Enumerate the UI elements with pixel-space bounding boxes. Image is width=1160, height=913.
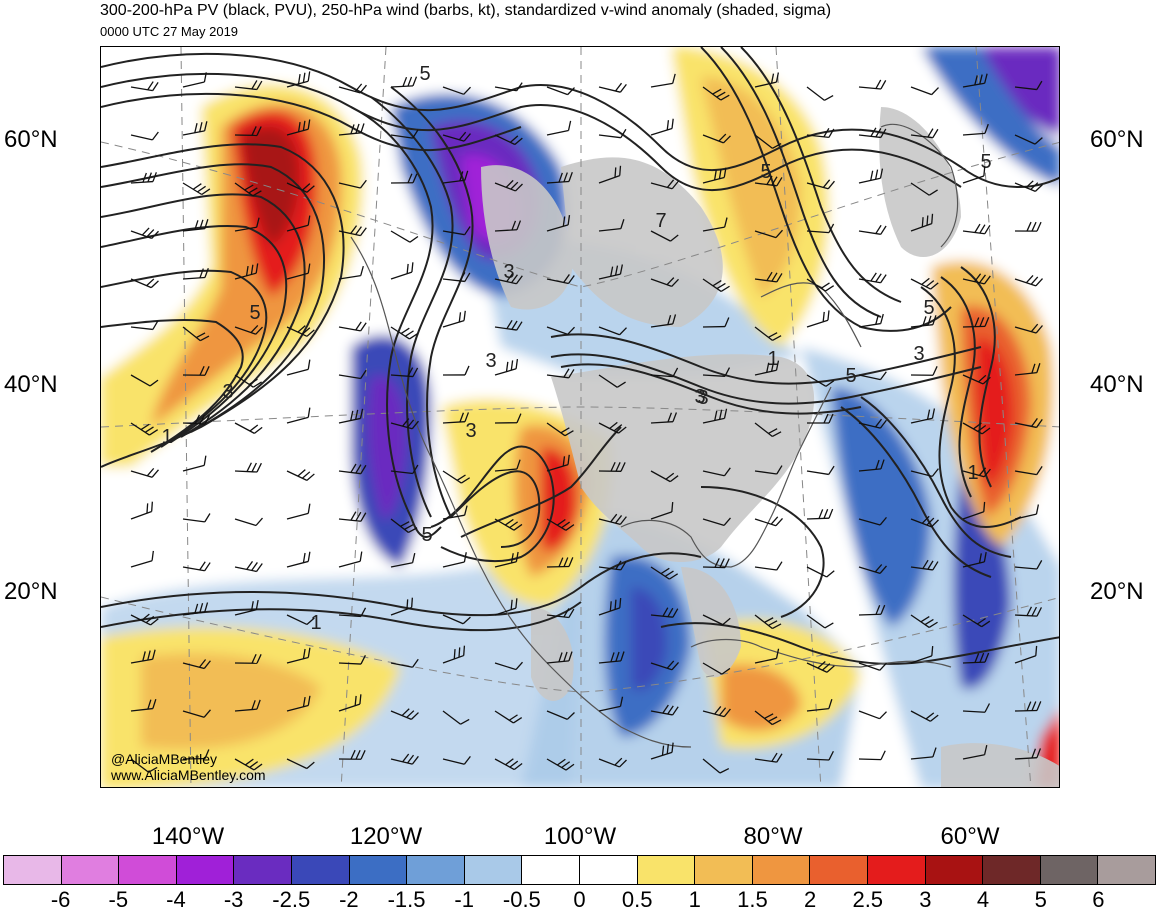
latitude-label-left: 60°N	[4, 126, 58, 154]
contour-label: 1	[161, 426, 172, 448]
colorbar-swatch	[407, 856, 465, 884]
longitude-label: 120°W	[350, 823, 422, 851]
contour-label: 5	[421, 524, 432, 546]
latitude-label-right: 60°N	[1090, 126, 1144, 154]
colorbar-swatch	[753, 856, 811, 884]
contour-label: 1	[310, 612, 321, 634]
colorbar-swatch	[1041, 856, 1099, 884]
colorbar-swatch	[522, 856, 580, 884]
colorbar-swatch	[234, 856, 292, 884]
colorbar-tick-label: 2.5	[852, 887, 883, 913]
colorbar-swatch	[350, 856, 408, 884]
colorbar-swatch	[4, 856, 62, 884]
colorbar-tick-label: 1	[689, 887, 701, 913]
colorbar-tick-label: 3	[919, 887, 931, 913]
longitude-label: 100°W	[544, 823, 616, 851]
colorbar-swatch	[868, 856, 926, 884]
colorbar-swatch	[810, 856, 868, 884]
colorbar-swatch	[983, 856, 1041, 884]
contour-label: 5	[980, 151, 991, 173]
colorbar-swatch	[580, 856, 638, 884]
colorbar-tick-label: -1.5	[388, 887, 426, 913]
author-website: www.AliciaMBentley.com	[111, 767, 266, 783]
colorbar-tick-label: -2.5	[272, 887, 310, 913]
colorbar-tick-label: 6	[1092, 887, 1104, 913]
colorbar-swatch	[62, 856, 120, 884]
colorbar-tick-label: -6	[51, 887, 71, 913]
colorbar-tick-label: 5	[1035, 887, 1047, 913]
map-valid-time: 0000 UTC 27 May 2019	[100, 24, 238, 39]
colorbar-tick-label: -1	[454, 887, 474, 913]
map-canvas: 5 3 1 5 3 3 5 7 3 1 5 5 5 3 1 3 5 1 3	[101, 47, 1060, 788]
colorbar-tick-label: 4	[977, 887, 989, 913]
contour-label: 3	[503, 261, 514, 283]
contour-label: 5	[419, 63, 430, 85]
contour-label: 3	[222, 381, 233, 403]
contour-label: 5	[845, 365, 856, 387]
latitude-label-left: 40°N	[4, 371, 58, 399]
colorbar	[3, 855, 1156, 885]
colorbar-tick-label: -4	[166, 887, 186, 913]
longitude-label: 140°W	[152, 823, 224, 851]
colorbar-tick-label: 1.5	[737, 887, 768, 913]
contour-label: 3	[465, 420, 476, 442]
contour-label: 3	[485, 350, 496, 372]
latitude-label-right: 40°N	[1090, 371, 1144, 399]
colorbar-tick-label: -5	[109, 887, 129, 913]
colorbar-swatch	[638, 856, 696, 884]
longitude-label: 80°W	[744, 823, 803, 851]
longitude-label: 60°W	[941, 823, 1000, 851]
colorbar-swatch	[465, 856, 523, 884]
colorbar-tick-label: 2	[804, 887, 816, 913]
latitude-label-left: 20°N	[4, 578, 58, 606]
author-handle: @AliciaMBentley	[111, 751, 217, 767]
map-title: 300-200-hPa PV (black, PVU), 250-hPa win…	[100, 2, 831, 20]
colorbar-tick-label: 0	[573, 887, 585, 913]
colorbar-swatch	[177, 856, 235, 884]
contour-label: 5	[923, 297, 934, 319]
colorbar-swatch	[695, 856, 753, 884]
colorbar-swatch	[926, 856, 984, 884]
map-panel: 5 3 1 5 3 3 5 7 3 1 5 5 5 3 1 3 5 1 3	[100, 46, 1060, 788]
colorbar-swatch	[292, 856, 350, 884]
contour-label: 5	[249, 302, 260, 324]
contour-label: 3	[913, 343, 924, 365]
contour-label: 3	[694, 386, 705, 408]
colorbar-tick-label: -3	[224, 887, 244, 913]
colorbar-swatch	[119, 856, 177, 884]
contour-label: 7	[655, 210, 666, 232]
colorbar-tick-label: -0.5	[503, 887, 541, 913]
colorbar-swatch	[1098, 856, 1155, 884]
colorbar-tick-label: 0.5	[622, 887, 653, 913]
colorbar-tick-label: -2	[339, 887, 359, 913]
latitude-label-right: 20°N	[1090, 578, 1144, 606]
